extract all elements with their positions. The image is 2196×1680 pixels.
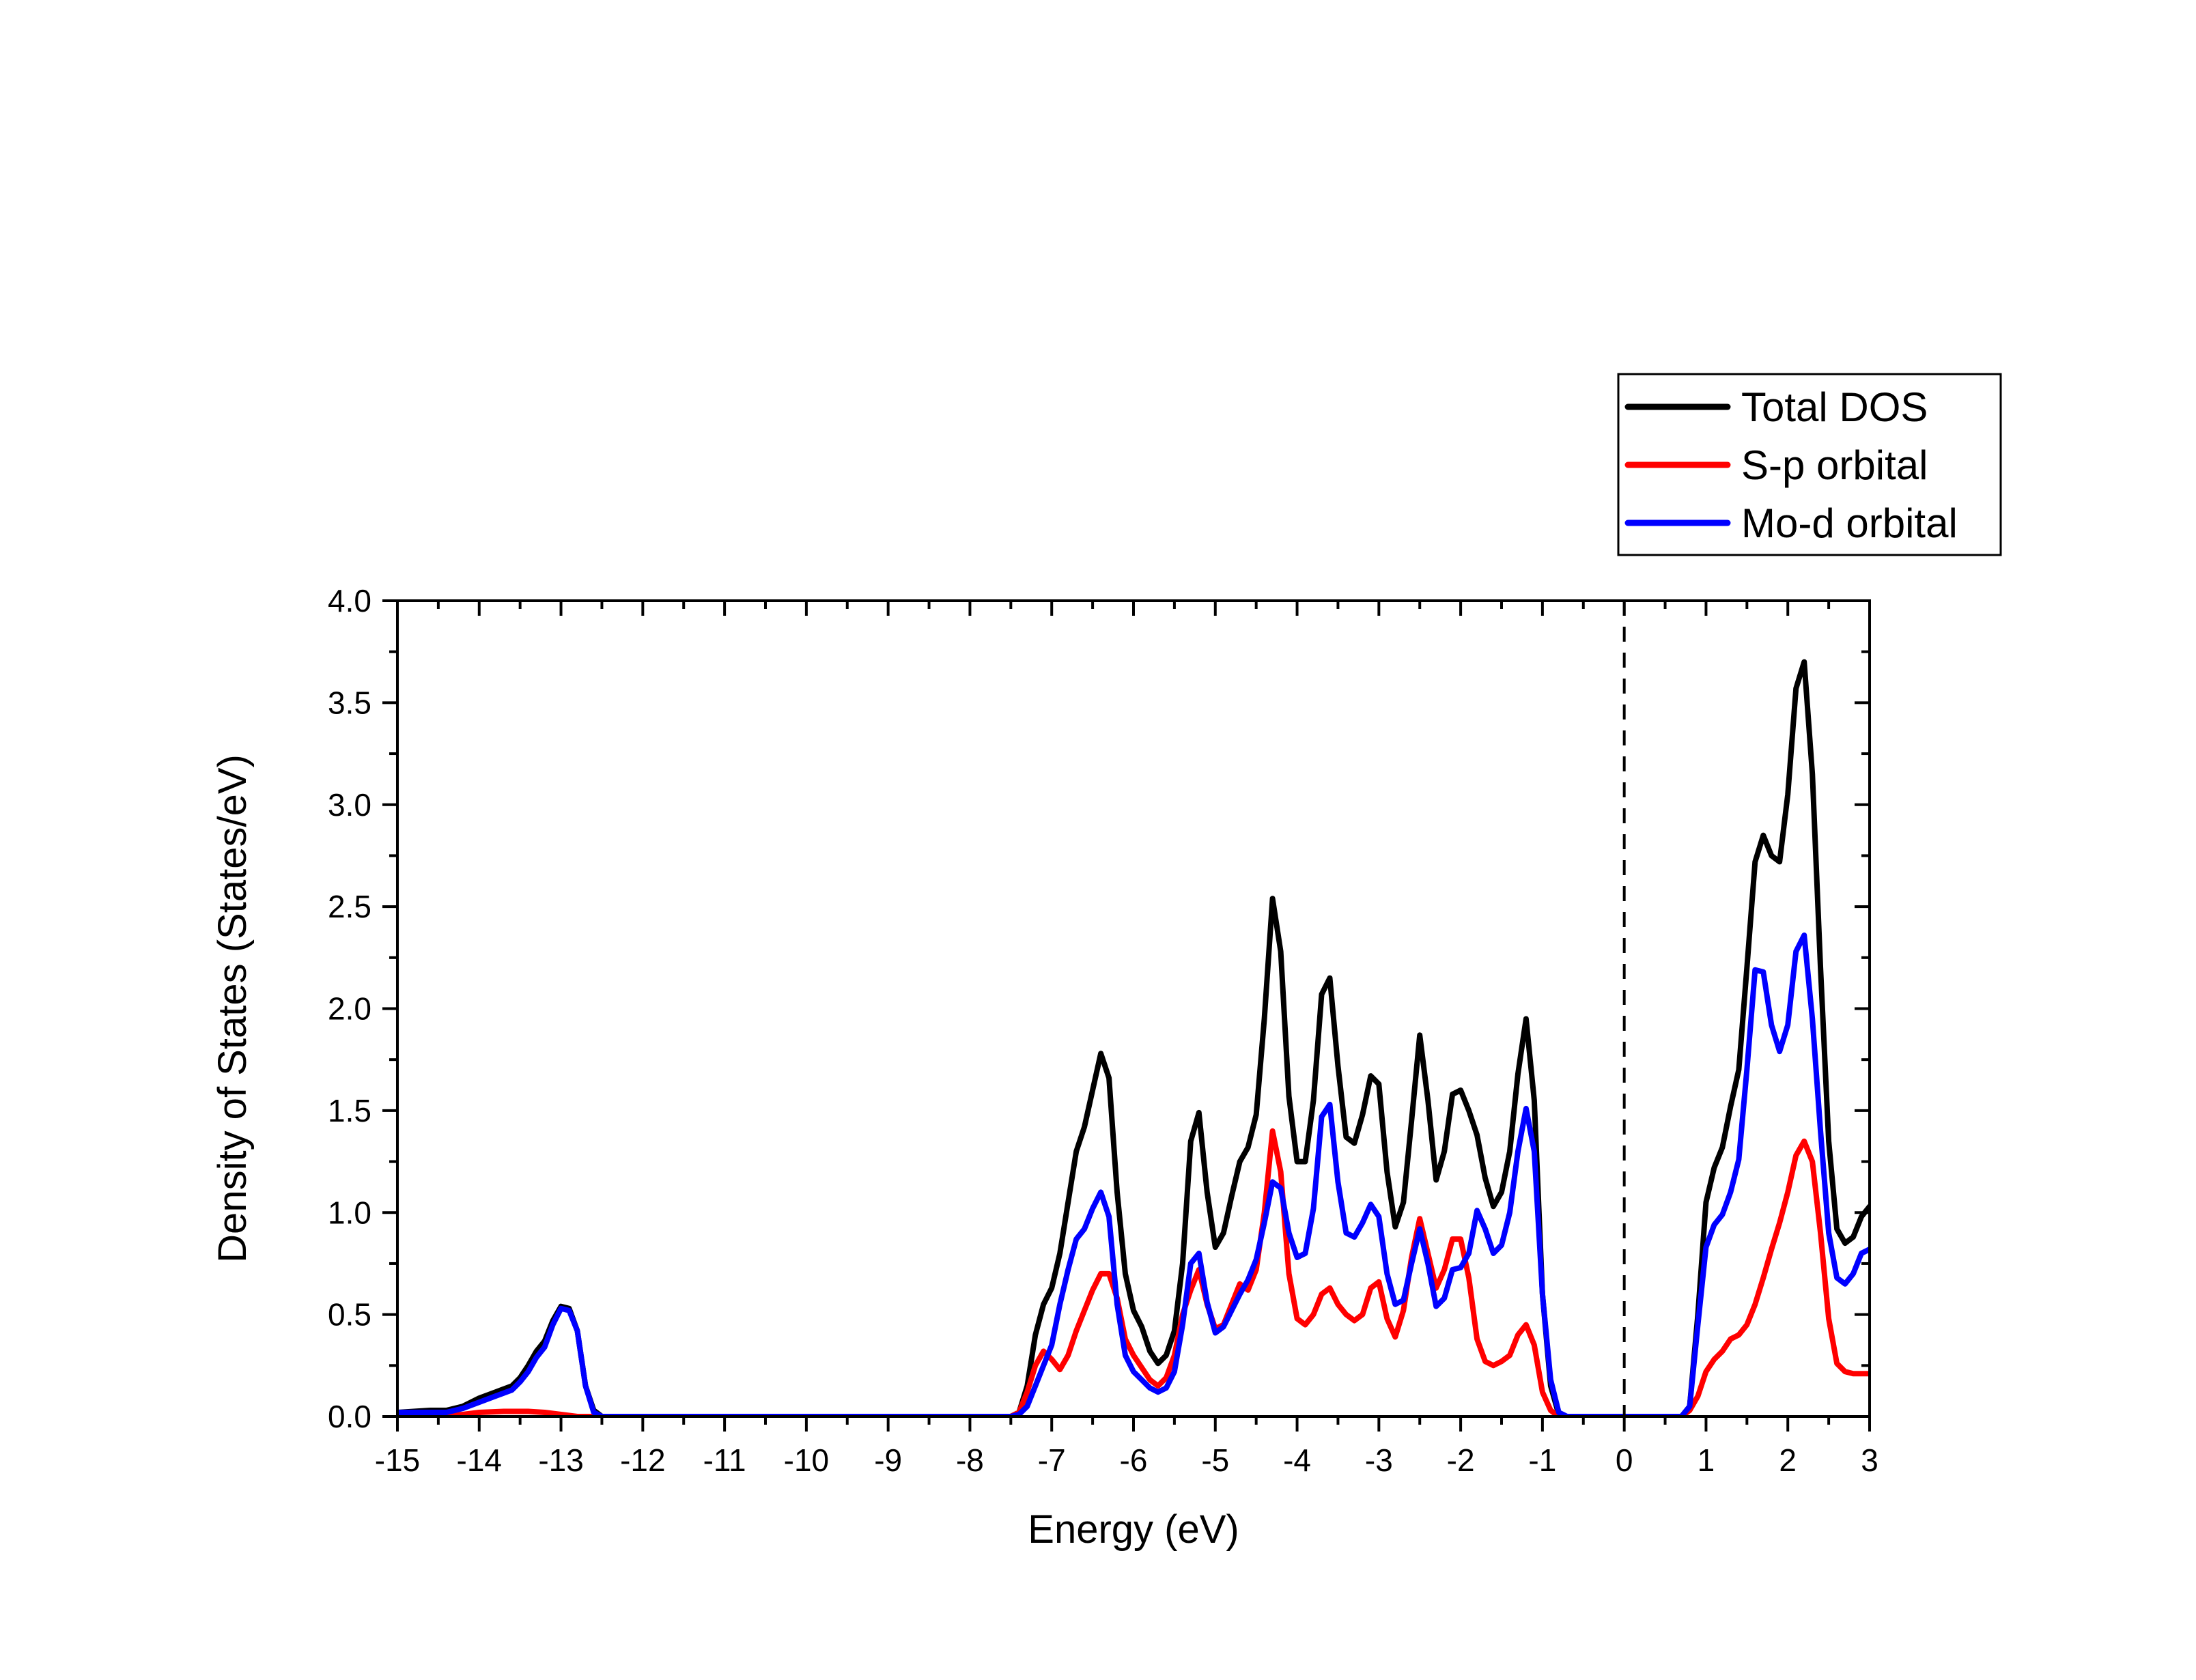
legend-label: Mo-d orbital [1741, 500, 1958, 546]
plot-area-frame [396, 599, 1871, 1418]
x-tick-label: 2 [1779, 1442, 1797, 1478]
y-tick-label: 1.0 [328, 1195, 371, 1230]
x-axis-label: Energy (eV) [1028, 1507, 1239, 1552]
y-tick-label: 0.5 [328, 1297, 371, 1333]
x-tick-label: -4 [1283, 1442, 1311, 1478]
x-tick-label: -8 [956, 1442, 984, 1478]
x-tick-label: -7 [1038, 1442, 1066, 1478]
x-tick-label: 3 [1861, 1442, 1878, 1478]
x-tick-label: 1 [1698, 1442, 1715, 1478]
legend-label: S-p orbital [1741, 442, 1928, 488]
legend-label: Total DOS [1741, 384, 1928, 430]
x-tick-label: -13 [538, 1442, 583, 1478]
x-tick-label: -15 [375, 1442, 420, 1478]
x-tick-label: -10 [784, 1442, 829, 1478]
series-layer [397, 659, 1870, 1416]
y-tick-label: 2.5 [328, 889, 371, 924]
x-tick-label: -6 [1120, 1442, 1148, 1478]
y-tick-label: 3.0 [328, 787, 371, 823]
y-tick-label: 1.5 [328, 1093, 371, 1128]
x-tick-label: -12 [620, 1442, 665, 1478]
series-line-s-p-orbital [397, 1128, 1870, 1416]
x-tick-label: -1 [1528, 1442, 1556, 1478]
x-tick-label: -2 [1447, 1442, 1475, 1478]
x-tick-label: -3 [1365, 1442, 1393, 1478]
y-tick-label: 2.0 [328, 991, 371, 1027]
y-tick-label: 0.0 [328, 1399, 371, 1434]
legend: Total DOS S-p orbital Mo-d orbital [1617, 373, 2002, 556]
x-axis: -15 -14 -13 -12 -11 -10 -9 -8 -7 -6 -5 -4 -3 -2 -1 0 1 2 3 [375, 601, 1878, 1478]
x-tick-label: -9 [874, 1442, 902, 1478]
y-axis-label: Density of States (States/eV) [210, 754, 255, 1263]
x-tick-label: -5 [1201, 1442, 1229, 1478]
y-tick-label: 3.5 [328, 685, 371, 720]
y-tick-label: 4.0 [328, 583, 371, 618]
series-line-total-dos [397, 659, 1870, 1416]
x-tick-label: -14 [457, 1442, 502, 1478]
x-tick-label: 0 [1616, 1442, 1633, 1478]
y-axis: 0.0 0.5 1.0 1.5 2.0 2.5 3.0 3.5 4.0 [328, 583, 1870, 1434]
x-tick-label: -11 [703, 1442, 746, 1478]
series-line-mo-d-orbital [397, 932, 1870, 1416]
